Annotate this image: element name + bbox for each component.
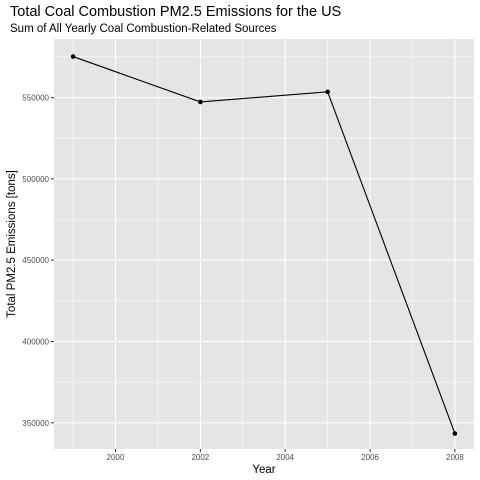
series-line	[72, 56, 456, 434]
plot-panel	[54, 39, 474, 449]
minor-gridlines	[54, 39, 474, 449]
y-tick-label: 550000	[22, 94, 49, 103]
x-tick-label: 2000	[107, 453, 125, 462]
y-axis-ticks: 350000 400000 450000 500000 550000	[22, 94, 54, 428]
chart-title: Total Coal Combustion PM2.5 Emissions fo…	[10, 4, 341, 20]
x-tick-label: 2002	[191, 453, 209, 462]
data-point	[198, 99, 203, 105]
x-tick-label: 2004	[276, 453, 294, 462]
data-point	[70, 54, 76, 59]
major-gridlines	[54, 39, 474, 449]
y-tick-label: 500000	[22, 175, 49, 184]
data-point	[452, 431, 458, 436]
chart-subtitle: Sum of All Yearly Coal Combustion-Relate…	[10, 23, 277, 35]
x-tick-label: 2006	[361, 453, 379, 462]
data-point	[325, 89, 330, 95]
data-series	[70, 54, 458, 436]
y-axis-title: Total PM2.5 Emissions [tons]	[6, 170, 18, 318]
x-axis-title: Year	[252, 464, 275, 476]
y-tick-label: 400000	[22, 337, 49, 346]
y-tick-label: 450000	[22, 256, 49, 265]
y-tick-label: 350000	[22, 419, 49, 428]
x-tick-label: 2008	[446, 453, 464, 462]
x-axis-ticks: 2000 2002 2004 2006 2008	[107, 449, 464, 462]
